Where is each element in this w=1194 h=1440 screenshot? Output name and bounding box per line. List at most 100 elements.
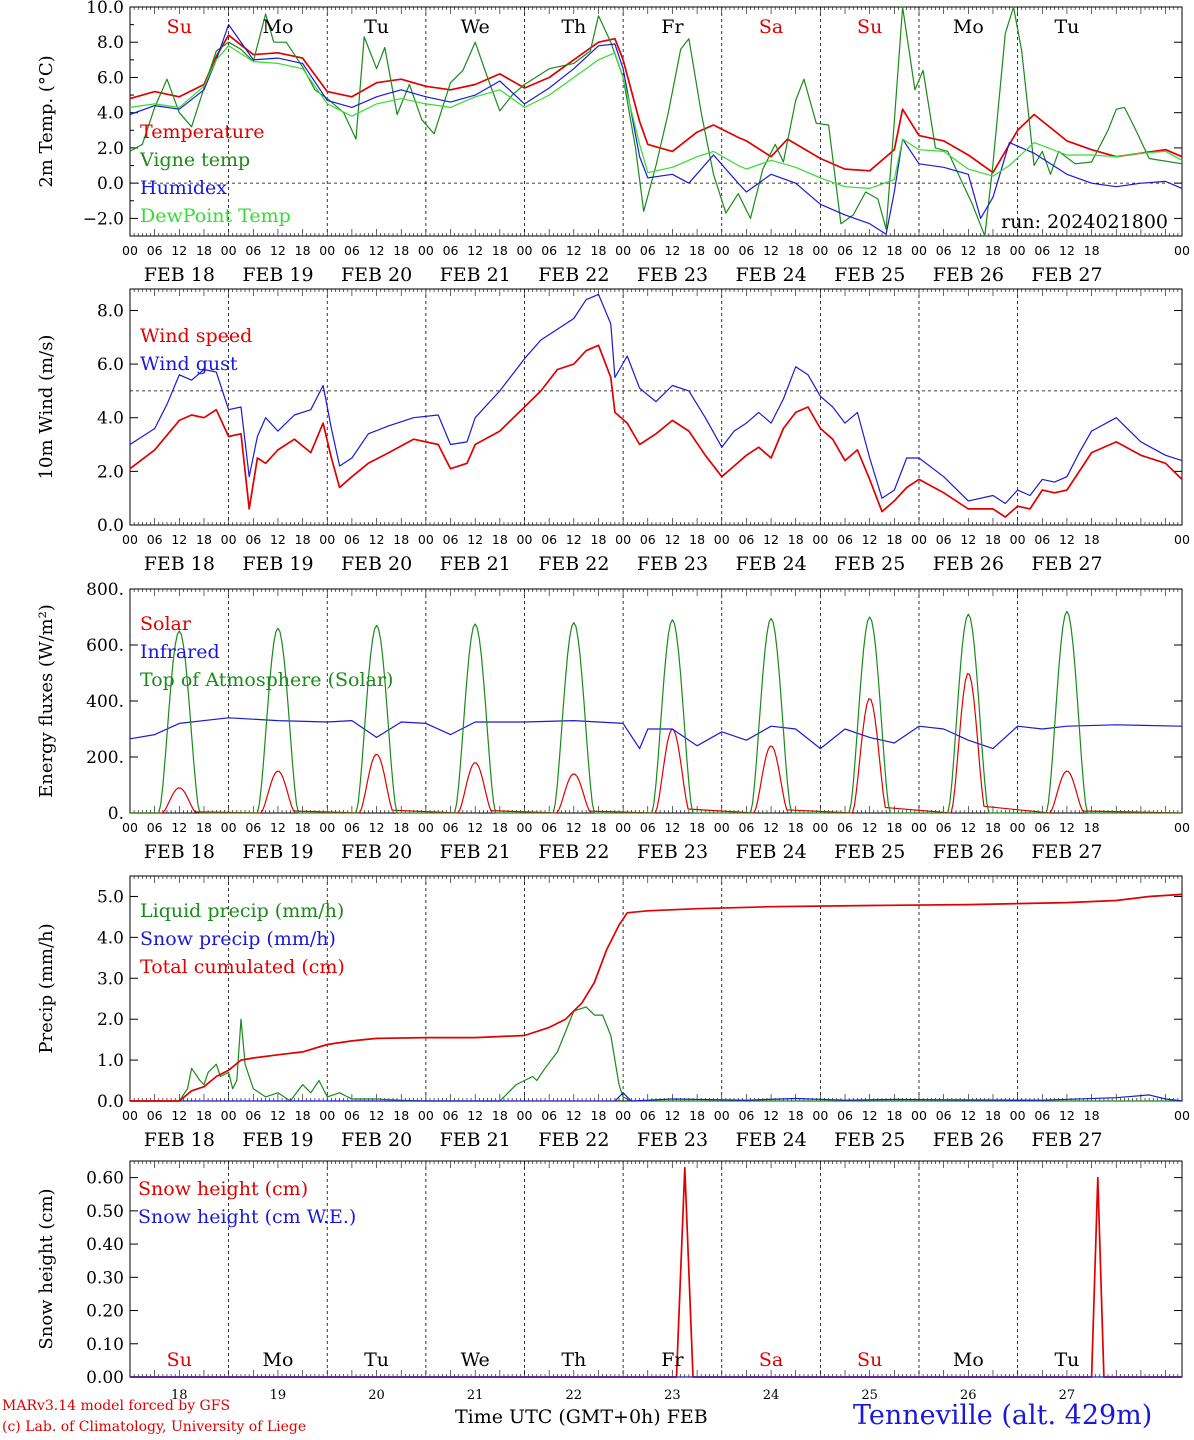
x-date-label: FEB 25 <box>834 264 905 286</box>
day-abbr-bottom: Th <box>561 1349 586 1371</box>
x-hour-label: 12 <box>369 532 385 547</box>
series-line-3 <box>129 24 1183 235</box>
x-hour-label: 06 <box>245 820 261 835</box>
y-tick-label: 0.40 <box>86 1235 124 1255</box>
x-hour-label: 06 <box>936 1108 952 1123</box>
y-tick-label: 10.0 <box>86 0 124 18</box>
day-abbr-top: Su <box>857 16 882 38</box>
y-tick-label: 2.0 <box>97 1010 124 1030</box>
legend-entry: Snow height (cm) <box>138 1178 308 1200</box>
series-line-2 <box>129 6 1183 237</box>
x-hour-label: 18 <box>591 1108 607 1123</box>
x-hour-label: 00 <box>418 243 434 258</box>
x-date-label: FEB 20 <box>341 264 412 286</box>
x-date-label: FEB 22 <box>538 1129 609 1151</box>
series-line-3 <box>130 610 1182 814</box>
x-hour-label: 12 <box>171 243 187 258</box>
x-hour-label: 06 <box>344 1108 360 1123</box>
x-hour-label: 06 <box>837 532 853 547</box>
plot-frame <box>129 288 1183 526</box>
x-hour-label: 00 <box>221 532 237 547</box>
day-number-label: 23 <box>664 1388 681 1403</box>
panel-1: −2.0 0.0 2.0 4.0 6.0 8.0 10.0 2m Temp. (°C) Temp… <box>36 0 1190 286</box>
x-hour-label: 18 <box>196 1108 212 1123</box>
y-tick-label: 0.0 <box>97 1092 124 1112</box>
x-hour-label: 18 <box>492 820 508 835</box>
x-date-label: FEB 20 <box>341 841 412 863</box>
x-hour-label: 06 <box>640 820 656 835</box>
x-hour-label: 06 <box>1034 820 1050 835</box>
y-tick-label: 5.0 <box>97 887 124 907</box>
day-number-label: 24 <box>763 1388 780 1403</box>
x-date-label: FEB 21 <box>440 553 511 575</box>
x-hour-label: 18 <box>1084 532 1100 547</box>
x-hour-label: 06 <box>1034 532 1050 547</box>
x-hour-label: 00 <box>418 820 434 835</box>
x-date-label: FEB 23 <box>637 264 708 286</box>
panel-2: 0.0 2.0 4.0 6.0 8.0 10m Wind (m/s) Wind speed W… <box>36 288 1190 575</box>
x-hour-label: 06 <box>344 532 360 547</box>
x-hour-label: 00 <box>812 820 828 835</box>
x-hour-label: 06 <box>837 1108 853 1123</box>
x-hour-label: 18 <box>295 820 311 835</box>
x-hour-label: 06 <box>541 820 557 835</box>
x-hour-label: 06 <box>837 820 853 835</box>
x-hour-label: 18 <box>985 532 1001 547</box>
x-hour-label: 18 <box>689 243 705 258</box>
x-hour-label: 00 <box>1174 243 1190 258</box>
legend-entry: Top of Atmosphere (Solar) <box>140 669 393 691</box>
x-hour-label: 18 <box>393 820 409 835</box>
legend-entry: Humidex <box>140 177 227 199</box>
y-tick-label: 4.0 <box>97 104 124 124</box>
day-abbr-top: Sa <box>759 16 783 38</box>
x-hour-label: 00 <box>517 532 533 547</box>
x-hour-label: 12 <box>566 243 582 258</box>
x-date-label: FEB 24 <box>735 841 806 863</box>
y-tick-label: 800. <box>86 580 124 600</box>
x-hour-label: 18 <box>492 1108 508 1123</box>
series-line-2 <box>129 717 1183 750</box>
day-abbr-top: Fr <box>661 16 684 38</box>
day-abbr-top: Th <box>561 16 586 38</box>
x-hour-label: 18 <box>788 820 804 835</box>
x-hour-label: 00 <box>714 820 730 835</box>
x-hour-label: 00 <box>812 243 828 258</box>
y-axis-label: 2m Temp. (°C) <box>36 55 57 187</box>
x-hour-label: 06 <box>147 532 163 547</box>
x-date-label: FEB 26 <box>933 553 1004 575</box>
x-hour-label: 12 <box>467 1108 483 1123</box>
y-tick-label: 400. <box>86 692 124 712</box>
x-hour-label: 00 <box>1010 1108 1026 1123</box>
x-hour-label: 12 <box>664 1108 680 1123</box>
day-abbr-top: Mo <box>953 16 984 38</box>
x-hour-label: 00 <box>1010 820 1026 835</box>
x-hour-label: 00 <box>319 243 335 258</box>
x-hour-label: 12 <box>369 1108 385 1123</box>
x-hour-label: 00 <box>911 820 927 835</box>
x-hour-label: 12 <box>270 1108 286 1123</box>
panel-3: 0. 200. 400. 600. 800. Energy fluxes (W/m²) So… <box>36 580 1190 863</box>
x-hour-label: 18 <box>886 1108 902 1123</box>
x-hour-label: 18 <box>886 820 902 835</box>
series-line-1 <box>130 672 1183 814</box>
x-hour-label: 18 <box>295 1108 311 1123</box>
x-date-label: FEB 27 <box>1031 841 1102 863</box>
day-abbr-top: Tu <box>1054 16 1079 38</box>
y-tick-label: 0.0 <box>97 174 124 194</box>
x-date-label: FEB 24 <box>735 1129 806 1151</box>
x-hour-label: 00 <box>221 820 237 835</box>
x-hour-label: 00 <box>714 532 730 547</box>
x-hour-label: 06 <box>936 243 952 258</box>
x-hour-label: 12 <box>960 820 976 835</box>
x-hour-label: 00 <box>319 1108 335 1123</box>
x-hour-label: 00 <box>517 1108 533 1123</box>
day-number-label: 20 <box>368 1388 385 1403</box>
station-label: Tenneville (alt. 429m) <box>853 1400 1153 1431</box>
x-hour-label: 12 <box>960 243 976 258</box>
x-hour-label: 00 <box>1174 820 1190 835</box>
x-hour-label: 18 <box>393 1108 409 1123</box>
series-line-2 <box>130 1092 1183 1102</box>
x-hour-label: 00 <box>812 1108 828 1123</box>
y-tick-label: 200. <box>86 748 124 768</box>
panel-5: 0.00 0.10 0.20 0.30 0.40 0.50 0.60 Snow height … <box>36 1160 1183 1388</box>
